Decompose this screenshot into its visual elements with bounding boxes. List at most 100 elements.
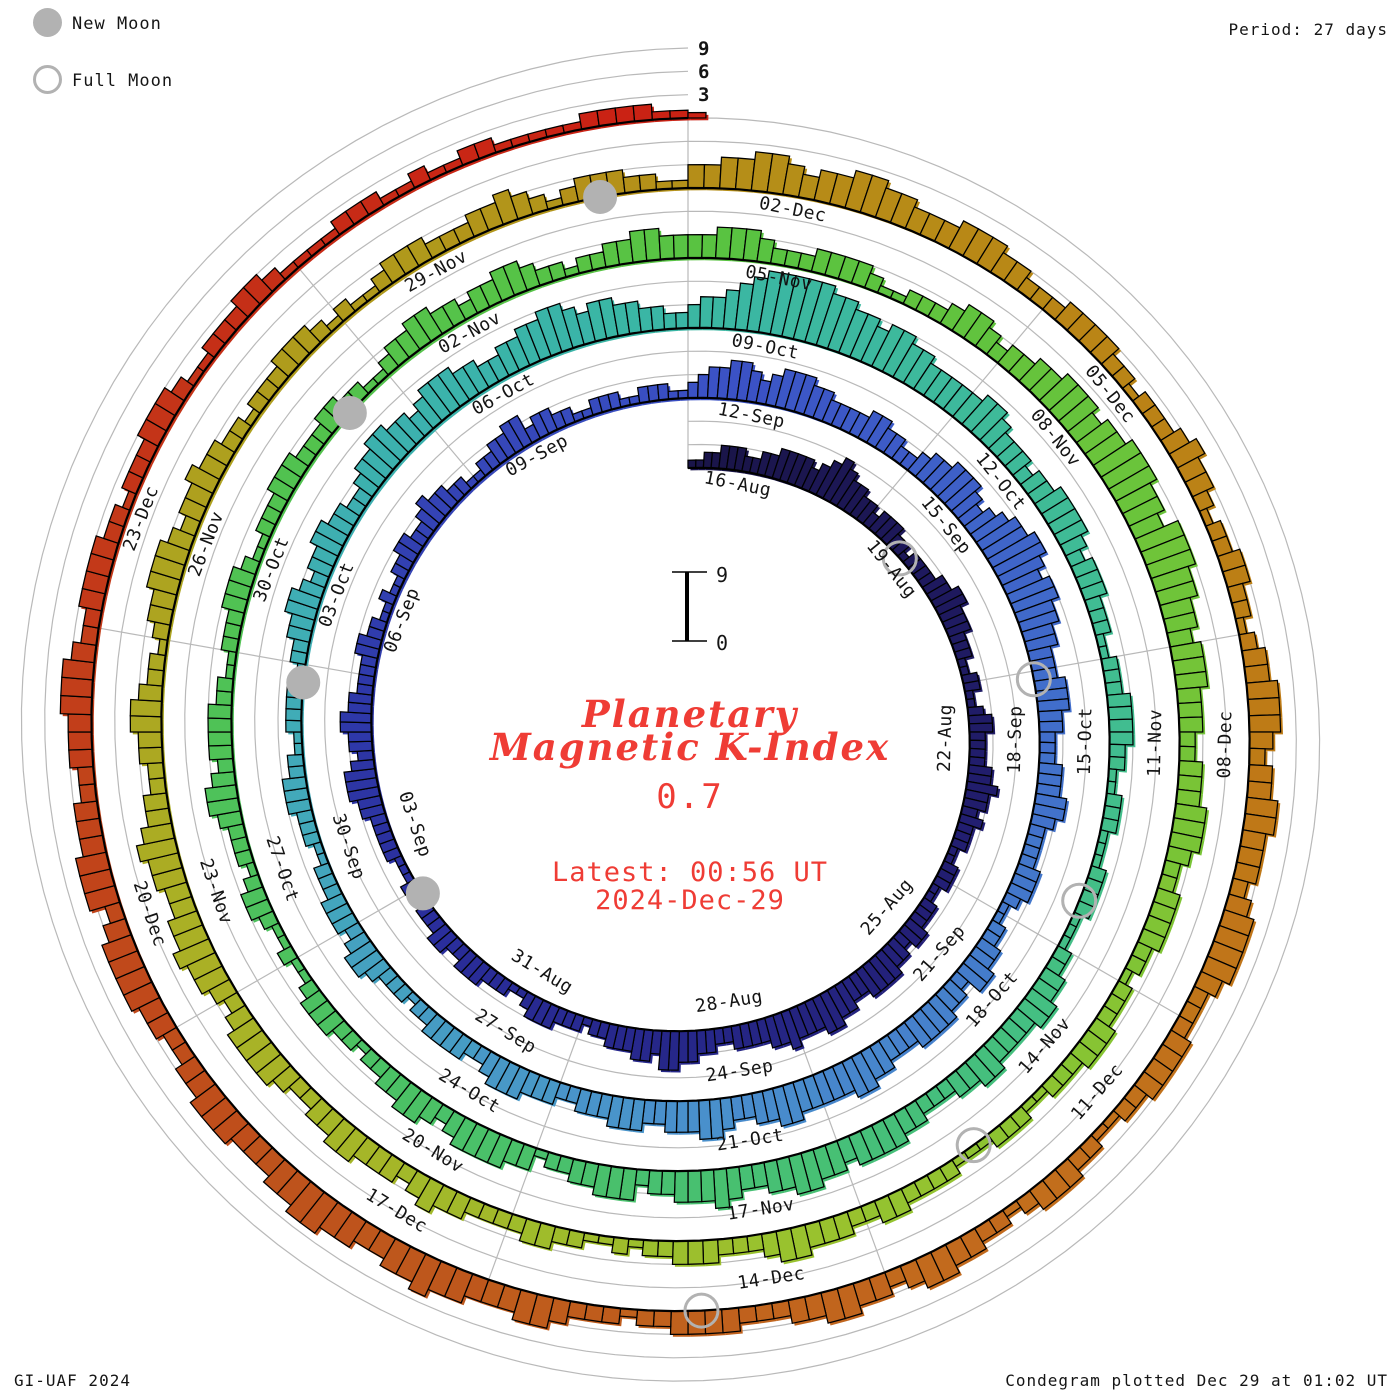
k-bar (650, 305, 666, 332)
k-bar (356, 749, 375, 762)
baseline-spiral (90, 116, 1251, 1313)
spiral-baseline (90, 116, 1251, 1313)
plotted-label: Condegram plotted Dec 29 at 01:02 UT (1005, 1371, 1388, 1390)
k-bar (1176, 686, 1202, 705)
radial-tick-9: 9 (698, 38, 709, 60)
k-bar (672, 234, 689, 260)
radial-tick-3: 3 (698, 84, 709, 106)
k-bar (687, 303, 702, 329)
credit-label: GI-UAF 2024 (14, 1371, 131, 1390)
full-moon-marker (683, 1292, 720, 1329)
k-bar (142, 792, 170, 813)
k-bar (610, 1236, 630, 1255)
k-scale-widget: 9 0 (672, 563, 728, 655)
k-bar (687, 233, 704, 259)
k-bar (656, 1240, 674, 1258)
k-bar (1038, 741, 1056, 755)
k-bar (1177, 701, 1203, 719)
k-bar (703, 163, 722, 189)
radial-axis-ticks: 3 6 9 (698, 38, 709, 106)
period-label: Period: 27 days (1228, 20, 1388, 39)
k-bar (716, 1237, 735, 1256)
new-moon-marker (405, 876, 440, 911)
k-bar (1108, 718, 1134, 733)
k-bar (1108, 743, 1126, 759)
k-bar (1248, 731, 1274, 750)
current-k-value: 0.7 (656, 777, 724, 817)
new-moon-marker (286, 665, 321, 700)
k-bar (1036, 698, 1070, 713)
k-bar (1178, 745, 1196, 763)
k-bar (339, 721, 373, 733)
k-bar (1178, 731, 1196, 748)
full-moon-marker (1015, 661, 1052, 698)
k-bar (696, 1029, 708, 1055)
k-bar (347, 740, 374, 753)
k-bar (76, 765, 96, 786)
k-bar (635, 1309, 655, 1327)
k-bar (216, 757, 235, 774)
k-bar (216, 676, 234, 693)
k-bar (687, 1029, 699, 1063)
k-bar (285, 719, 303, 733)
k-bar (285, 707, 303, 722)
date-label: 22-Aug (934, 704, 957, 772)
radial-tick-6: 6 (698, 61, 709, 83)
k-bar (59, 694, 93, 716)
k-bar (1247, 764, 1274, 784)
scale-min-label: 0 (716, 631, 728, 655)
k-bar (641, 1239, 660, 1257)
date-label: 24-Sep (704, 1055, 774, 1086)
k-bar (967, 713, 994, 725)
k-bar (1243, 663, 1271, 684)
k-bar (1108, 731, 1134, 746)
k-bar (671, 1240, 689, 1266)
k-bar (687, 381, 699, 399)
date-label: 15-Oct (1074, 707, 1097, 775)
k-bar (146, 668, 165, 687)
moon-markers (286, 179, 1098, 1329)
k-bar (968, 731, 986, 742)
k-bar (1178, 716, 1204, 733)
k-bar (701, 233, 718, 259)
k-bar (966, 705, 985, 717)
new-moon-marker (332, 395, 367, 430)
k-bar (207, 703, 233, 720)
date-label: 08-Dec (1214, 710, 1237, 778)
k-bar (720, 1307, 742, 1334)
k-bar (60, 676, 94, 698)
k-bar (138, 746, 164, 765)
k-bar (1248, 747, 1266, 767)
k-bar (662, 312, 677, 330)
k-bar (210, 771, 237, 789)
new-moon-label: New Moon (72, 14, 162, 34)
k-bar (72, 800, 101, 823)
gridline-k6 (44, 70, 1297, 1359)
k-bar (712, 1167, 731, 1210)
k-bar (677, 1030, 689, 1063)
k-bar (643, 227, 662, 262)
k-bar (1247, 696, 1281, 717)
k-bar (1108, 755, 1126, 771)
k-bar (660, 1170, 676, 1196)
k-bar (698, 1099, 713, 1141)
k-bar (146, 761, 166, 780)
k-bar (652, 1310, 672, 1328)
k-bar (687, 1099, 701, 1133)
k-bar (137, 731, 163, 749)
k-bar (687, 111, 707, 119)
new-moon-marker (583, 179, 618, 214)
k-bar (286, 753, 305, 768)
k-bar (1177, 759, 1204, 778)
k-bar (632, 103, 653, 122)
date-label: 28-Aug (694, 986, 764, 1017)
k-bar (129, 715, 163, 733)
k-bar (702, 1238, 720, 1265)
k-bar (634, 1168, 651, 1187)
k-bar (731, 1235, 750, 1255)
k-bar (673, 1170, 689, 1203)
k-bar (658, 234, 675, 261)
k-bar (1248, 714, 1282, 733)
chart-title-line2: Magnetic K-Index (489, 725, 891, 769)
